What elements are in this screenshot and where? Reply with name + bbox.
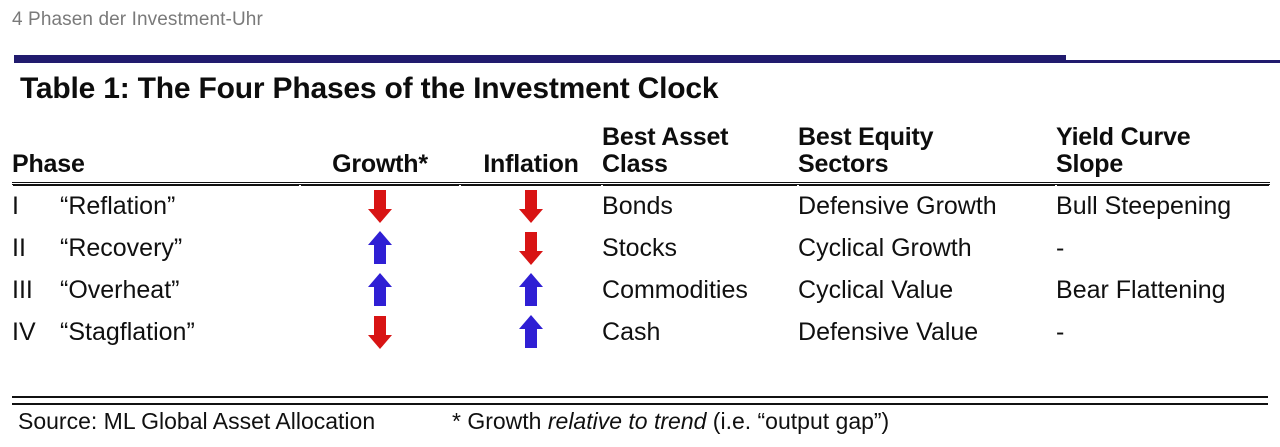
- inflation-indicator: [460, 311, 602, 353]
- table-bottom-rule: [12, 396, 1268, 405]
- best-asset-class-value: Cash: [602, 318, 661, 346]
- table-body: I “Reflation” Bonds Defensive Growth Bull St…: [12, 184, 1270, 354]
- best-asset-class-value: Commodities: [602, 276, 748, 304]
- best-equity-sectors-value: Defensive Value: [798, 318, 979, 346]
- yield-curve-slope-value: -: [1056, 234, 1065, 262]
- phase-name: “Stagflation”: [60, 318, 195, 346]
- table-title: Table 1: The Four Phases of the Investme…: [20, 72, 719, 105]
- growth-indicator: [300, 311, 460, 353]
- column-header-best-asset-class-line2: Class: [602, 150, 668, 178]
- table-row: IV “Stagflation” Cash Defensive Value -: [12, 311, 1270, 353]
- arrow-down-icon: [518, 230, 544, 266]
- arrow-down-icon: [367, 188, 393, 224]
- column-header-phase: Phase: [12, 124, 301, 185]
- arrow-down-icon: [518, 188, 544, 224]
- column-header-growth: Growth*: [300, 124, 461, 185]
- best-asset-class-value: Stocks: [602, 234, 678, 262]
- inflation-indicator: [460, 227, 602, 269]
- arrow-up-icon: [518, 314, 544, 350]
- breadcrumb: 4 Phasen der Investment-Uhr: [12, 9, 263, 30]
- table-row: II “Recovery” Stocks Cyclical Growth -: [12, 227, 1270, 269]
- accent-rule: [0, 55, 1280, 67]
- arrow-up-icon: [367, 230, 393, 266]
- yield-curve-slope-value: -: [1056, 318, 1065, 346]
- footnote-italic: relative to trend: [547, 408, 707, 434]
- column-header-best-equity-sectors-line1: Best Equity: [798, 123, 934, 151]
- column-header-best-equity-sectors: Best Equity Sectors: [798, 123, 1057, 185]
- table-block: Table 1: The Four Phases of the Investme…: [0, 72, 1280, 353]
- yield-curve-slope-value: Bear Flattening: [1056, 276, 1226, 304]
- inflation-indicator: [460, 184, 602, 228]
- accent-rule-thick: [14, 55, 1066, 63]
- investment-clock-table: Phase Growth* Inflation Best Asset Class…: [12, 123, 1271, 354]
- phase-numeral: III: [12, 276, 33, 304]
- arrow-down-icon: [367, 314, 393, 350]
- phase-numeral: IV: [12, 318, 36, 346]
- phase-name: “Reflation”: [60, 192, 176, 220]
- column-header-inflation: Inflation: [460, 124, 603, 185]
- column-header-best-asset-class: Best Asset Class: [602, 123, 799, 185]
- growth-indicator: [300, 269, 460, 311]
- growth-indicator: [300, 227, 460, 269]
- yield-curve-slope-value: Bull Steepening: [1056, 192, 1232, 220]
- best-equity-sectors-value: Cyclical Growth: [798, 234, 972, 262]
- table-row: I “Reflation” Bonds Defensive Growth Bull St…: [12, 184, 1270, 228]
- phase-numeral: I: [12, 192, 19, 220]
- best-equity-sectors-value: Defensive Growth: [798, 192, 997, 220]
- arrow-up-icon: [518, 272, 544, 308]
- column-header-best-asset-class-line1: Best Asset: [602, 123, 729, 151]
- column-header-yield-curve-slope: Yield Curve Slope: [1056, 123, 1271, 185]
- table-footer: Source: ML Global Asset Allocation * Gro…: [0, 408, 1280, 447]
- column-header-yield-curve-slope-line1: Yield Curve: [1056, 123, 1191, 151]
- table-row: III “Overheat” Commodities Cyclical Value Be…: [12, 269, 1270, 311]
- column-header-best-equity-sectors-line2: Sectors: [798, 150, 889, 178]
- source-note: Source: ML Global Asset Allocation: [18, 408, 376, 434]
- phase-name: “Overheat”: [60, 276, 180, 304]
- arrow-up-icon: [367, 272, 393, 308]
- footnote-prefix: * Growth: [452, 408, 548, 434]
- phase-name: “Recovery”: [60, 234, 183, 262]
- best-equity-sectors-value: Cyclical Value: [798, 276, 954, 304]
- accent-rule-thin: [1066, 60, 1280, 63]
- growth-indicator: [300, 184, 460, 228]
- inflation-indicator: [460, 269, 602, 311]
- growth-footnote: * Growth relative to trend (i.e. “output…: [452, 408, 889, 435]
- phase-numeral: II: [12, 234, 26, 262]
- best-asset-class-value: Bonds: [602, 192, 673, 220]
- table-header-row: Phase Growth* Inflation Best Asset Class…: [12, 123, 1271, 185]
- column-header-yield-curve-slope-line2: Slope: [1056, 150, 1124, 178]
- footnote-suffix: (i.e. “output gap”): [706, 408, 890, 434]
